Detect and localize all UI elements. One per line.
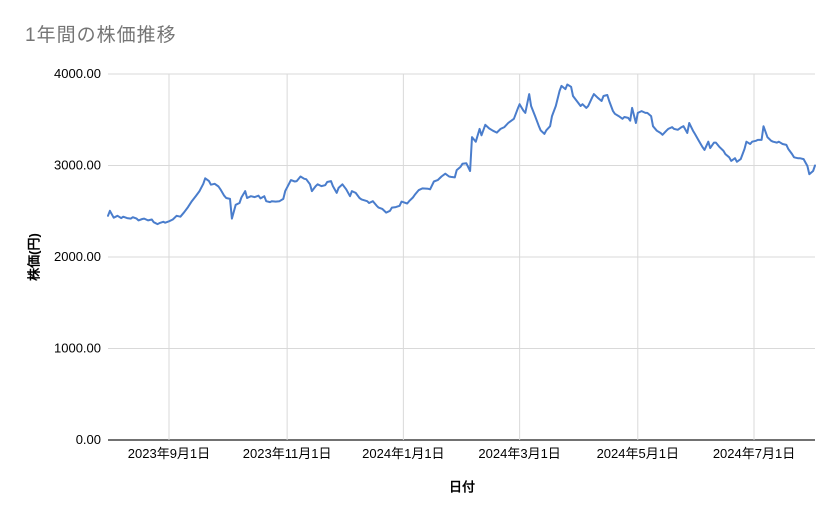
y-tick-label: 1000.00 bbox=[54, 341, 101, 356]
price-line-series bbox=[107, 83, 816, 226]
x-tick-label: 2023年11月1日 bbox=[243, 446, 332, 461]
x-axis-title: 日付 bbox=[448, 479, 476, 495]
x-tick-label: 2023年9月1日 bbox=[128, 446, 210, 461]
y-tick-label: 0.00 bbox=[76, 432, 101, 447]
y-tick-label: 2000.00 bbox=[54, 249, 101, 264]
chart-title: 1年間の株価推移 bbox=[25, 25, 177, 46]
x-tick-label: 2024年1月1日 bbox=[362, 446, 444, 461]
y-tick-label: 4000.00 bbox=[54, 66, 101, 81]
x-tick-label: 2024年3月1日 bbox=[478, 446, 560, 461]
y-tick-label: 3000.00 bbox=[54, 158, 101, 173]
x-tick-label: 2024年5月1日 bbox=[597, 446, 679, 461]
x-tick-label: 2024年7月1日 bbox=[713, 446, 795, 461]
